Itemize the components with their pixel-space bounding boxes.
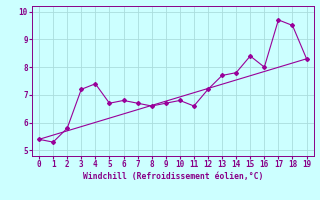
X-axis label: Windchill (Refroidissement éolien,°C): Windchill (Refroidissement éolien,°C) xyxy=(83,172,263,181)
